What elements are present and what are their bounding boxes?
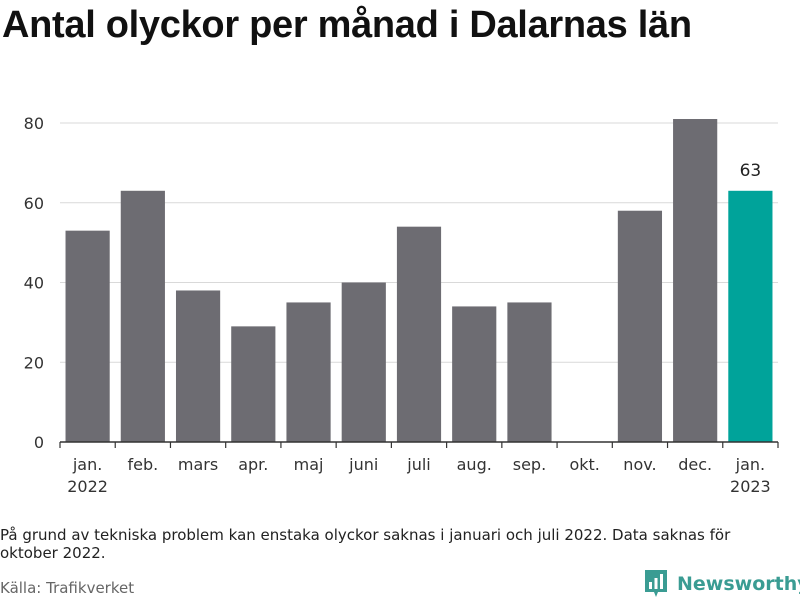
bar	[396, 226, 442, 442]
bar	[617, 210, 663, 442]
x-tick-label: sep.	[513, 455, 546, 474]
x-tick-label: dec.	[678, 455, 712, 474]
x-tick-label: juni	[348, 455, 378, 474]
chart-title: Antal olyckor per månad i Dalarnas län	[2, 4, 692, 46]
bar-chart-logo-icon	[645, 570, 667, 597]
data-label: 63	[740, 161, 762, 181]
bar	[286, 302, 331, 442]
source-credit: Källa: Trafikverket	[0, 579, 135, 597]
x-tick-label: jan.	[735, 455, 765, 474]
bar	[120, 190, 165, 442]
x-tick-label: nov.	[623, 455, 656, 474]
y-tick-label: 40	[24, 274, 44, 293]
bar	[231, 326, 276, 442]
bar-chart: 0 20 40 60 80 63 jan. 2022 feb. mars apr. maj juni ju…	[24, 114, 779, 496]
x-tick-label: apr.	[238, 455, 268, 474]
y-tick-label: 60	[24, 194, 44, 213]
bar	[65, 230, 110, 442]
x-tick-label: jan.	[72, 455, 102, 474]
x-tick-label: mars	[178, 455, 218, 474]
bar	[507, 302, 552, 442]
newsworthy-logo: Newsworthy	[644, 569, 800, 599]
y-tick-label: 0	[34, 433, 44, 452]
x-tick-label: maj	[294, 455, 324, 474]
bar	[341, 282, 386, 442]
x-tick-label: aug.	[457, 455, 492, 474]
x-tick-label: 2022	[67, 477, 108, 496]
y-tick-label: 20	[24, 353, 44, 372]
bar	[175, 290, 221, 442]
highlighted-bar	[728, 190, 773, 442]
footnote: På grund av tekniska problem kan enstaka…	[0, 526, 731, 562]
x-tick-label: feb.	[127, 455, 158, 474]
brand-name: Newsworthy	[677, 573, 800, 595]
x-tick-label: 2023	[730, 477, 771, 496]
x-tick-label: juli	[406, 455, 430, 474]
bar	[452, 306, 497, 442]
x-tick-label: okt.	[569, 455, 599, 474]
bar	[673, 119, 718, 442]
y-tick-label: 80	[24, 114, 44, 133]
